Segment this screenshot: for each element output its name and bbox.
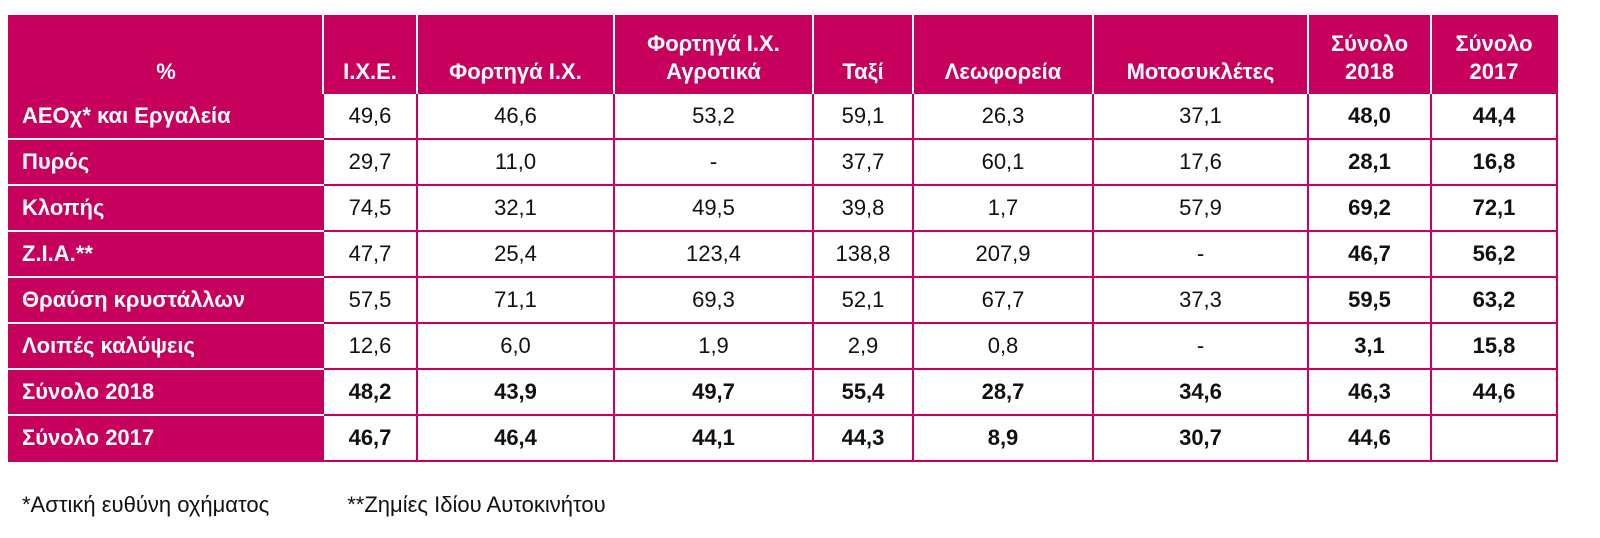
table-cell: 59,1	[812, 92, 914, 140]
table-cell: 138,8	[812, 230, 914, 278]
table-cell: 48,0	[1307, 92, 1432, 140]
table-cell: 72,1	[1430, 184, 1558, 232]
table-row: Σύνολο 2018 48,2 43,9 49,7 55,4 28,7 34,6 46,3 4…	[8, 368, 1558, 416]
table-cell: 47,7	[322, 230, 418, 278]
table-cell: 44,6	[1307, 414, 1432, 462]
table-cell: 43,9	[416, 368, 615, 416]
table-cell: -	[1092, 230, 1309, 278]
table-cell: 34,6	[1092, 368, 1309, 416]
table-cell: 30,7	[1092, 414, 1309, 462]
table-cell: 44,6	[1430, 368, 1558, 416]
table-cell: 56,2	[1430, 230, 1558, 278]
footnote: **Ζημίες Ιδίου Αυτοκινήτου	[347, 492, 606, 517]
row-label: Κλοπής	[8, 184, 324, 232]
table-cell: 49,6	[322, 92, 418, 140]
table-cell: 32,1	[416, 184, 615, 232]
table-cell: 69,2	[1307, 184, 1432, 232]
table-cell: 44,1	[613, 414, 814, 462]
header-cell: Σύνολο 2017	[1430, 15, 1558, 93]
row-label: Πυρός	[8, 138, 324, 186]
table-row: Λοιπές καλύψεις 12,6 6,0 1,9 2,9 0,8-3,1 15,8	[8, 322, 1558, 370]
table-cell: 44,4	[1430, 92, 1558, 140]
footnotes: *Αστική ευθύνη οχήματος **Ζημίες Ιδίου Αυ…	[22, 492, 684, 518]
table-row: Θραύση κρυστάλλων 57,5 71,1 69,3 52,1 67,7 37,…	[8, 276, 1558, 324]
row-label: Σύνολο 2018	[8, 368, 324, 416]
table-cell: 49,5	[613, 184, 814, 232]
table-row: ΑΕΟχ* και Εργαλεία 49,6 46,6 53,2 59,1 26,3 37…	[8, 92, 1558, 140]
table-cell: 17,6	[1092, 138, 1309, 186]
table-cell: 46,4	[416, 414, 615, 462]
table-cell: 0,8	[912, 322, 1094, 370]
table-cell: 71,1	[416, 276, 615, 324]
table-cell: 46,3	[1307, 368, 1432, 416]
table-cell: 49,7	[613, 368, 814, 416]
row-label: Σύνολο 2017	[8, 414, 324, 462]
table-cell: 53,2	[613, 92, 814, 140]
table-cell: 3,1	[1307, 322, 1432, 370]
table-cell: 55,4	[812, 368, 914, 416]
table-cell: 57,9	[1092, 184, 1309, 232]
table-cell: 26,3	[912, 92, 1094, 140]
header-cell: Σύνολο 2018	[1307, 15, 1432, 93]
table-cell: 46,6	[416, 92, 615, 140]
table-cell: 15,8	[1430, 322, 1558, 370]
table-row: Πυρός 29,7 11,0-37,7 60,1 17,6 28,1 16,8	[8, 138, 1558, 186]
table-row: Κλοπής 74,5 32,1 49,5 39,8 1,7 57,9 69,2 72,1	[8, 184, 1558, 232]
table-cell: 6,0	[416, 322, 615, 370]
table-cell: 63,2	[1430, 276, 1558, 324]
table-cell: 2,9	[812, 322, 914, 370]
table-cell: 39,8	[812, 184, 914, 232]
table-cell: 207,9	[912, 230, 1094, 278]
table-row: Ζ.Ι.Α.** 47,7 25,4 123,4 138,8 207,9-46,7 56,2	[8, 230, 1558, 278]
table-cell: 16,8	[1430, 138, 1558, 186]
header-cell: Φορτηγά Ι.Χ. Αγροτικά	[613, 15, 814, 93]
header-cell: Λεωφορεία	[912, 15, 1094, 93]
table-cell: 48,2	[322, 368, 418, 416]
table-cell: 11,0	[416, 138, 615, 186]
header-cell: Φορτηγά Ι.Χ.	[416, 15, 615, 93]
footnote: *Αστική ευθύνη οχήματος	[22, 492, 270, 517]
table-cell: 74,5	[322, 184, 418, 232]
table-cell: 29,7	[322, 138, 418, 186]
table-row: Σύνολο 2017 46,7 46,4 44,1 44,3 8,9 30,7 44,6	[8, 414, 1558, 462]
table-cell: 1,9	[613, 322, 814, 370]
table-cell: 123,4	[613, 230, 814, 278]
row-label: Λοιπές καλύψεις	[8, 322, 324, 370]
row-label: Ζ.Ι.Α.**	[8, 230, 324, 278]
table-cell: 52,1	[812, 276, 914, 324]
table-cell	[1430, 414, 1558, 462]
table-cell: 37,7	[812, 138, 914, 186]
header-cell: Μοτοσυκλέτες	[1092, 15, 1309, 93]
table-cell: 25,4	[416, 230, 615, 278]
data-table: % Ι.Χ.Ε. Φορτηγά Ι.Χ. Φορτηγά Ι.Χ. Αγροτικά…	[8, 15, 1558, 462]
table-cell: 46,7	[1307, 230, 1432, 278]
table-cell: 8,9	[912, 414, 1094, 462]
table-cell: -	[1092, 322, 1309, 370]
table-cell: 69,3	[613, 276, 814, 324]
table-cell: 37,3	[1092, 276, 1309, 324]
table-cell: 37,1	[1092, 92, 1309, 140]
header-cell: Ταξί	[812, 15, 914, 93]
table-cell: 1,7	[912, 184, 1094, 232]
table-cell: 59,5	[1307, 276, 1432, 324]
table-cell: 12,6	[322, 322, 418, 370]
table-cell: 28,1	[1307, 138, 1432, 186]
table-cell: 46,7	[322, 414, 418, 462]
table-cell: 60,1	[912, 138, 1094, 186]
table-cell: 28,7	[912, 368, 1094, 416]
table-cell: -	[613, 138, 814, 186]
table-cell: 57,5	[322, 276, 418, 324]
table-body: ΑΕΟχ* και Εργαλεία 49,6 46,6 53,2 59,1 26,3 37…	[8, 92, 1558, 462]
header-cell: %	[8, 15, 324, 93]
row-label: ΑΕΟχ* και Εργαλεία	[8, 92, 324, 140]
table-cell: 44,3	[812, 414, 914, 462]
header-cell: Ι.Χ.Ε.	[322, 15, 418, 93]
header-row: % Ι.Χ.Ε. Φορτηγά Ι.Χ. Φορτηγά Ι.Χ. Αγροτικά…	[8, 15, 1558, 93]
table-cell: 67,7	[912, 276, 1094, 324]
row-label: Θραύση κρυστάλλων	[8, 276, 324, 324]
